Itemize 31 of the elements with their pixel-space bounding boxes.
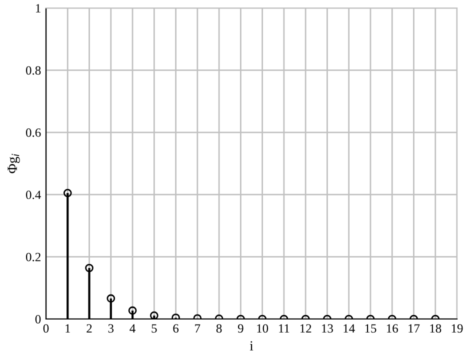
- x-tick-label: 3: [108, 324, 114, 333]
- y-tick-label: 0.2: [26, 252, 40, 262]
- x-tick-label: 13: [322, 324, 333, 333]
- x-tick-label: 18: [430, 324, 442, 333]
- x-tick-label: 2: [86, 324, 92, 333]
- x-axis-title: i: [250, 341, 254, 350]
- x-tick-label: 17: [408, 324, 420, 333]
- x-tick-label: 11: [279, 324, 290, 333]
- x-tick-label: 10: [257, 324, 268, 333]
- x-tick-label: 5: [152, 324, 157, 333]
- x-tick-label: 1: [66, 324, 70, 333]
- y-axis-title: Φg$_{i}$: [8, 154, 20, 174]
- y-tick-label: 0.6: [26, 128, 41, 137]
- point: [63, 188, 72, 198]
- point: [85, 264, 94, 272]
- x-tick-label: 8: [216, 324, 222, 333]
- x-tick-label: 16: [386, 324, 398, 333]
- x-tick-label: 14: [344, 324, 355, 333]
- x-tick-label: 19: [452, 324, 463, 333]
- y-tick-label: 0: [35, 315, 41, 324]
- x-tick-label: 7: [195, 324, 200, 333]
- point: [150, 311, 158, 319]
- x-tick-label: 4: [130, 324, 136, 333]
- x-tick-label: 9: [238, 324, 244, 333]
- x-tick-label: 12: [300, 324, 312, 333]
- y-tick-label: 0.8: [26, 66, 41, 75]
- y-tick-label: 0.4: [26, 190, 41, 200]
- x-tick-label: 6: [173, 324, 179, 333]
- x-tick-label: 15: [365, 324, 376, 333]
- x-tick-label: 0: [43, 324, 49, 333]
- y-tick-label: 1: [36, 4, 40, 12]
